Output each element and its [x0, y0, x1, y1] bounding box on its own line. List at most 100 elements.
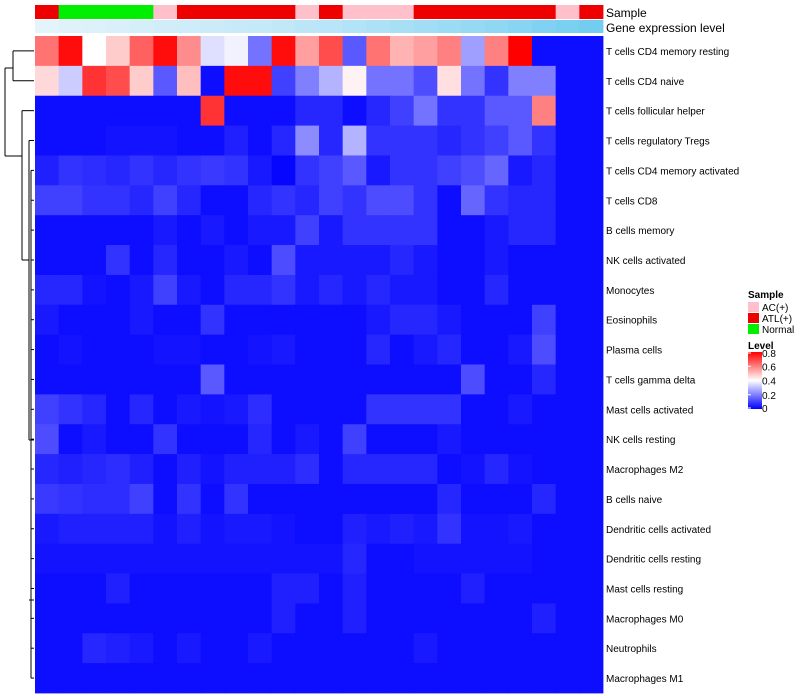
sample-annotation-cell [366, 5, 391, 19]
gene-expression-cell [271, 20, 296, 33]
heatmap-cell [413, 215, 438, 246]
heatmap-cell [390, 573, 415, 604]
heatmap-cell [106, 424, 131, 455]
heatmap-cell [58, 215, 83, 246]
heatmap-cell [200, 304, 225, 336]
heatmap-cell [82, 65, 107, 97]
gene-expression-cell [295, 20, 320, 33]
heatmap-cell [484, 215, 509, 246]
heatmap-cell [342, 394, 367, 425]
heatmap-cell [224, 394, 249, 425]
heatmap-cell [295, 513, 320, 545]
heatmap-cell [248, 274, 273, 306]
heatmap-cell [129, 424, 154, 455]
heatmap-cell [271, 424, 296, 455]
legend-sample-label: Normal [762, 325, 794, 336]
gene-expression-cell [390, 20, 415, 33]
heatmap-cell [129, 603, 154, 634]
heatmap-cell [224, 65, 249, 97]
heatmap-cell [508, 454, 533, 485]
heatmap-cell [153, 185, 178, 216]
heatmap-cell [58, 573, 83, 604]
heatmap-cell [177, 513, 202, 545]
heatmap-cell [106, 155, 131, 186]
heatmap-cell [532, 543, 557, 574]
heatmap-cell [532, 424, 557, 455]
heatmap-cell [153, 65, 178, 97]
heatmap-cell [342, 274, 367, 306]
heatmap-cell [461, 394, 486, 425]
heatmap-cell [177, 304, 202, 336]
heatmap-cell [508, 334, 533, 365]
heatmap-cell [271, 95, 296, 126]
heatmap-cell [271, 334, 296, 365]
heatmap-cell [319, 125, 344, 156]
gene-expression-cell [177, 20, 202, 33]
heatmap-cell [177, 454, 202, 485]
heatmap-cell [461, 663, 486, 694]
heatmap-cell [153, 95, 178, 126]
heatmap-cell [58, 483, 83, 515]
heatmap-cell [532, 364, 557, 395]
legend-sample-label: ATL(+) [762, 314, 792, 325]
row-label: T cells regulatory Tregs [606, 137, 710, 148]
heatmap-cell [579, 394, 604, 425]
gene-expression-cell [413, 20, 438, 33]
heatmap-cell [390, 543, 415, 574]
heatmap-cell [484, 274, 509, 306]
heatmap-cell [129, 245, 154, 276]
heatmap-cell [508, 603, 533, 634]
heatmap-cell [390, 65, 415, 97]
heatmap-cell [295, 215, 320, 246]
heatmap-cell [484, 155, 509, 186]
heatmap-cell [579, 483, 604, 515]
heatmap-cell [295, 483, 320, 515]
annotation-label-sample: Sample [606, 6, 647, 20]
heatmap-cell [437, 454, 462, 485]
heatmap-cell [579, 185, 604, 216]
heatmap-cell [271, 394, 296, 425]
heatmap-cell [390, 633, 415, 664]
heatmap-cell [555, 215, 580, 246]
heatmap-cell [82, 364, 107, 395]
heatmap-cell [579, 603, 604, 634]
heatmap-cell [366, 603, 391, 634]
heatmap-cell [413, 65, 438, 97]
heatmap-cell [224, 424, 249, 455]
heatmap-cell [248, 543, 273, 574]
heatmap-cell [319, 633, 344, 664]
heatmap-cell [248, 245, 273, 276]
sample-annotation-cell [319, 5, 344, 19]
heatmap-cell [224, 603, 249, 634]
heatmap-cell [295, 633, 320, 664]
heatmap-cell [153, 245, 178, 276]
heatmap-cell [129, 65, 154, 97]
heatmap-cell [555, 65, 580, 97]
heatmap-cell [342, 663, 367, 694]
heatmap-cell [484, 65, 509, 97]
legend-swatch [748, 324, 759, 334]
heatmap-cell [129, 95, 154, 126]
heatmap-cell [579, 245, 604, 276]
heatmap-cell [555, 155, 580, 186]
heatmap-cell [437, 663, 462, 694]
heatmap-cell [555, 603, 580, 634]
heatmap-cell [295, 424, 320, 455]
heatmap-cell [35, 65, 60, 97]
gene-expression-cell [106, 20, 131, 33]
gene-expression-cell [129, 20, 154, 33]
heatmap-cell [555, 483, 580, 515]
heatmap-cell [366, 573, 391, 604]
heatmap-cell [413, 364, 438, 395]
row-label: B cells memory [606, 226, 674, 237]
row-label: Mast cells resting [606, 584, 683, 595]
heatmap-cell [437, 36, 462, 67]
heatmap-cell [437, 155, 462, 186]
heatmap-cell [82, 334, 107, 365]
heatmap-cell [366, 274, 391, 306]
heatmap-cell [271, 603, 296, 634]
heatmap-cell [366, 215, 391, 246]
heatmap-cell [295, 394, 320, 425]
heatmap-cell [200, 483, 225, 515]
heatmap-cell [555, 304, 580, 336]
